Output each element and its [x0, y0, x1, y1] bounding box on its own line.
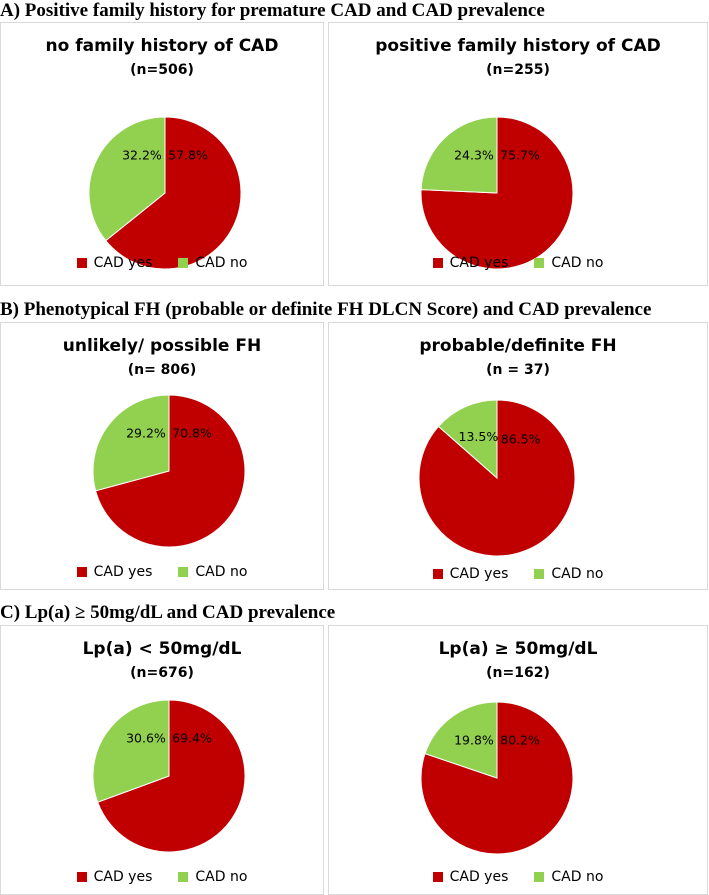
legend-item-cad-yes: CAD yes — [432, 869, 509, 885]
legend-swatch-yes — [76, 258, 87, 268]
legend-swatch-no — [534, 872, 545, 882]
slice-label-cad-yes: 57.8% — [168, 147, 208, 162]
pie-slice-cad-no — [437, 399, 498, 480]
legend: CAD yes CAD no — [1, 564, 323, 580]
legend-item-cad-yes: CAD yes — [432, 255, 509, 271]
legend-swatch-no — [534, 569, 545, 579]
pie-chart: 86.5%13.5% — [418, 399, 576, 557]
pie-slice-cad-no — [92, 394, 170, 492]
chart-title: Lp(a) < 50mg/dL — [82, 639, 242, 659]
slice-label-cad-no: 30.6% — [126, 730, 166, 745]
slice-label-cad-no: 19.8% — [454, 732, 494, 747]
slice-label-cad-yes: 70.8% — [172, 425, 212, 440]
chart-n-count: (n=676) — [130, 665, 194, 681]
legend-item-cad-no: CAD no — [178, 255, 247, 271]
slice-label-cad-yes: 86.5% — [501, 431, 541, 446]
legend: CAD yes CAD no — [329, 566, 707, 582]
legend: CAD yes CAD no — [1, 869, 323, 885]
legend-label-no: CAD no — [551, 869, 604, 885]
chart-n-count: (n=506) — [130, 62, 194, 78]
pie-slice-cad-no — [424, 701, 498, 779]
chart-panel-c-right: Lp(a) ≥ 50mg/dL (n=162) 80.2% 19.8% CAD y… — [328, 625, 708, 895]
slice-label-cad-yes: 80.2% — [500, 732, 540, 747]
pie-chart: 80.2% 19.8% — [420, 701, 574, 855]
legend-swatch-yes — [432, 872, 443, 882]
legend-swatch-yes — [76, 567, 87, 577]
pie-slice-cad-yes — [105, 116, 242, 270]
chart-n-count: (n= 806) — [127, 362, 197, 378]
chart-panel-a-left: no family history of CAD (n=506) 57.8% 32… — [0, 22, 324, 286]
legend-item-cad-no: CAD no — [534, 255, 603, 271]
chart-title: positive family history of CAD — [375, 36, 661, 56]
legend-label-yes: CAD yes — [449, 566, 509, 582]
legend-item-cad-no: CAD no — [534, 869, 603, 885]
legend-swatch-yes — [432, 569, 443, 579]
pie-slice-cad-no — [420, 116, 498, 194]
legend-item-cad-yes: CAD yes — [432, 566, 509, 582]
legend-label-no: CAD no — [551, 566, 604, 582]
legend-label-yes: CAD yes — [449, 869, 509, 885]
legend-swatch-yes — [76, 872, 87, 882]
legend-label-yes: CAD yes — [93, 564, 153, 580]
legend-item-cad-yes: CAD yes — [76, 255, 153, 271]
chart-panel-a-right: positive family history of CAD (n=255) 7… — [328, 22, 708, 286]
legend-swatch-no — [534, 258, 545, 268]
pie-slice-cad-no — [88, 116, 166, 242]
legend-swatch-no — [178, 258, 189, 268]
slice-label-cad-yes: 69.4% — [172, 730, 212, 745]
slice-label-cad-no: 13.5% — [459, 429, 499, 444]
legend-swatch-yes — [432, 258, 443, 268]
chart-title: unlikely/ possible FH — [62, 336, 262, 356]
chart-n-count: (n = 37) — [486, 362, 550, 378]
chart-title: no family history of CAD — [45, 36, 279, 56]
legend-swatch-no — [178, 567, 189, 577]
pie-slice-cad-no — [92, 699, 170, 803]
section-b-heading: B) Phenotypical FH (probable or definite… — [0, 299, 652, 320]
chart-n-count: (n=255) — [486, 62, 550, 78]
legend-item-cad-yes: CAD yes — [76, 564, 153, 580]
legend-label-yes: CAD yes — [93, 255, 153, 271]
legend-label-no: CAD no — [195, 564, 248, 580]
legend-item-cad-yes: CAD yes — [76, 869, 153, 885]
legend-item-cad-no: CAD no — [178, 869, 247, 885]
section-a-heading: A) Positive family history for premature… — [0, 0, 545, 21]
legend-label-no: CAD no — [551, 255, 604, 271]
pie-chart: 69.4% 30.6% — [92, 699, 246, 853]
legend: CAD yes CAD no — [329, 255, 707, 271]
slice-label-cad-yes: 75.7% — [500, 147, 540, 162]
legend-item-cad-no: CAD no — [534, 566, 603, 582]
legend-label-yes: CAD yes — [93, 869, 153, 885]
legend-label-yes: CAD yes — [449, 255, 509, 271]
pie-slice-cad-yes — [97, 699, 246, 853]
pie-chart: 75.7% 24.3% — [420, 116, 574, 270]
chart-panel-b-left: unlikely/ possible FH (n= 806) 70.8% 29.2… — [0, 322, 324, 590]
legend: CAD yes CAD no — [1, 255, 323, 271]
pie-slice-cad-yes — [95, 394, 246, 548]
legend-swatch-no — [178, 872, 189, 882]
chart-panel-b-right: probable/definite FH (n = 37) 86.5% 13.5%… — [328, 322, 708, 590]
chart-title: probable/definite FH — [419, 336, 617, 356]
chart-n-count: (n=162) — [486, 665, 550, 681]
slice-label-cad-no: 29.2% — [126, 425, 166, 440]
slice-label-cad-no: 32.2% — [122, 147, 162, 162]
chart-panel-c-left: Lp(a) < 50mg/dL (n=676) 69.4% 30.6% CAD y… — [0, 625, 324, 895]
legend-label-no: CAD no — [195, 869, 248, 885]
legend-item-cad-no: CAD no — [178, 564, 247, 580]
section-c-heading: C) Lp(a) ≥ 50mg/dL and CAD prevalence — [0, 602, 336, 623]
pie-chart: 70.8% 29.2% — [92, 394, 246, 548]
slice-label-cad-no: 24.3% — [454, 147, 494, 162]
legend: CAD yes CAD no — [329, 869, 707, 885]
chart-title: Lp(a) ≥ 50mg/dL — [438, 639, 598, 659]
pie-chart: 57.8% 32.2% — [88, 116, 242, 270]
legend-label-no: CAD no — [195, 255, 248, 271]
